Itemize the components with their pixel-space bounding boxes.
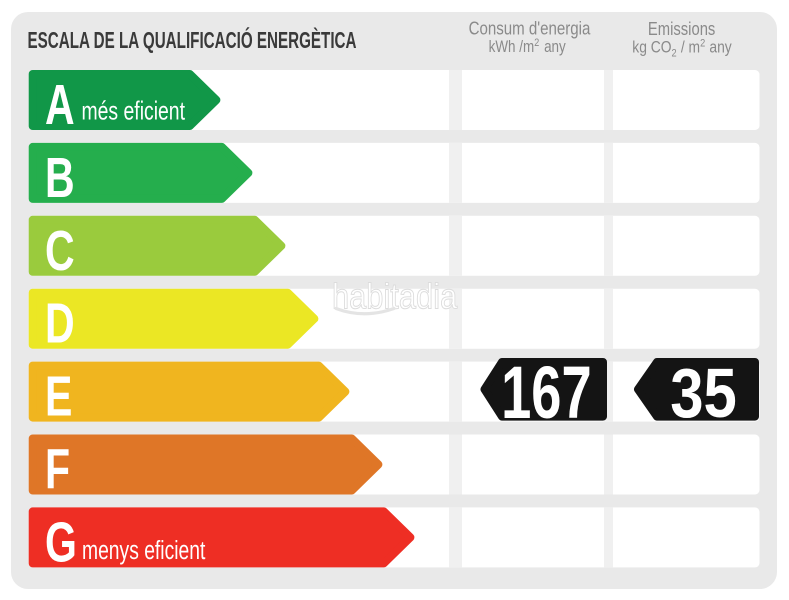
- svg-text:167: 167: [501, 351, 592, 434]
- svg-text:35: 35: [670, 354, 737, 432]
- svg-text:menys eficient: menys eficient: [82, 536, 206, 564]
- svg-text:C: C: [45, 218, 75, 282]
- svg-text:D: D: [45, 291, 75, 355]
- svg-text:E: E: [45, 364, 72, 428]
- svg-text:F: F: [45, 437, 70, 501]
- svg-text:més eficient: més eficient: [82, 96, 186, 125]
- svg-text:A: A: [45, 72, 75, 136]
- svg-text:habitadia: habitadia: [332, 276, 457, 317]
- svg-text:ESCALA DE LA QUALIFICACIÓ ENER: ESCALA DE LA QUALIFICACIÓ ENERGÈTICA: [28, 26, 357, 53]
- svg-text:Emissions: Emissions: [648, 18, 715, 39]
- svg-text:G: G: [45, 510, 77, 574]
- svg-text:B: B: [45, 145, 75, 209]
- svg-text:Consum d'energia: Consum d'energia: [469, 18, 591, 39]
